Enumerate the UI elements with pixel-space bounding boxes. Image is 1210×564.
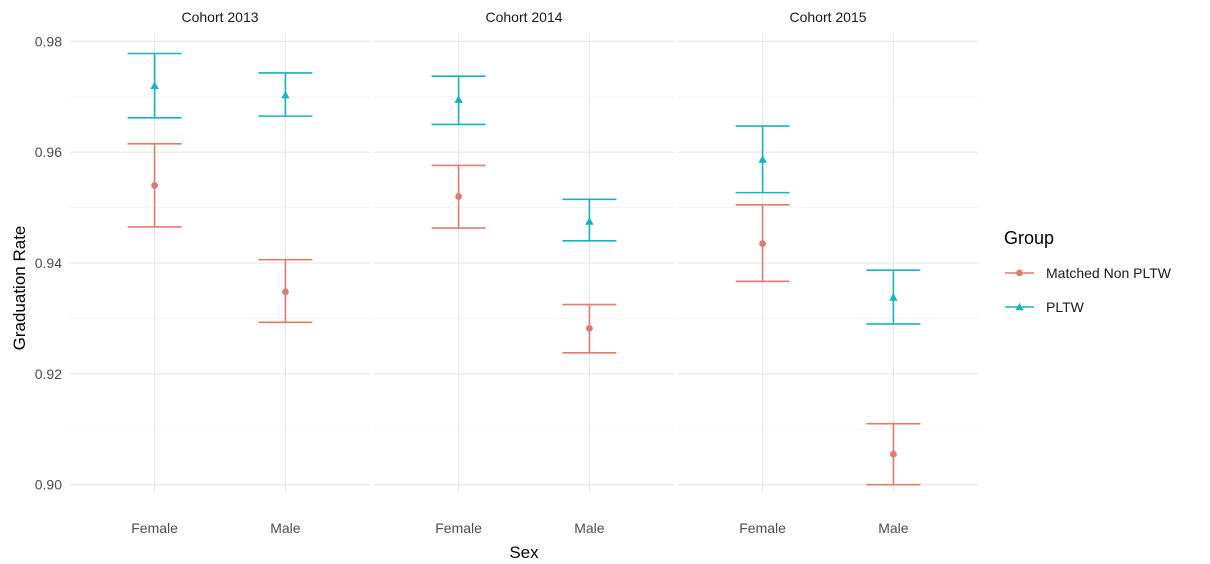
facet-title: Cohort 2013 — [181, 9, 258, 25]
facet-panel: Cohort 2013 Female Male — [70, 9, 370, 536]
series — [127, 52, 313, 119]
legend-key-triangle — [1015, 303, 1024, 311]
legend-key-circle — [1016, 269, 1023, 277]
facet-panel: Cohort 2014 Female Male — [374, 9, 674, 536]
legend-entry: PLTW — [1005, 299, 1085, 315]
data-point-circle — [455, 193, 462, 200]
y-tick-label: 0.90 — [35, 477, 62, 493]
x-tick-label: Male — [878, 520, 909, 536]
y-tick-label: 0.92 — [35, 366, 62, 382]
series — [431, 75, 617, 242]
data-point-triangle — [585, 217, 594, 225]
legend-title: Group — [1004, 228, 1054, 248]
x-tick-label: Female — [739, 520, 786, 536]
facet-title: Cohort 2015 — [789, 9, 866, 25]
data-point-circle — [282, 288, 289, 296]
data-point-triangle — [889, 293, 898, 301]
y-tick-label: 0.94 — [35, 255, 62, 271]
facet-panel: Cohort 2015 Female Male — [678, 9, 978, 536]
x-tick-label: Female — [435, 520, 482, 536]
legend-label: PLTW — [1046, 299, 1085, 315]
x-tick-label: Male — [270, 520, 301, 536]
data-point-circle — [586, 324, 593, 332]
legend: Group Matched Non PLTW PLTW — [1004, 228, 1172, 315]
legend-label: Matched Non PLTW — [1046, 265, 1172, 281]
series — [127, 143, 313, 324]
y-axis: 0.90 0.92 0.94 0.96 0.98 — [35, 33, 62, 492]
data-point-triangle — [758, 155, 767, 163]
y-tick-label: 0.96 — [35, 144, 62, 160]
legend-entry: Matched Non PLTW — [1005, 265, 1172, 281]
facet-panels: Cohort 2013 Female Male Cohort 2014 Female Ma… — [70, 9, 978, 536]
facet-title: Cohort 2014 — [485, 9, 562, 25]
data-point-triangle — [454, 95, 463, 103]
x-axis-title: Sex — [509, 543, 539, 562]
data-point-triangle — [150, 81, 159, 90]
data-point-circle — [890, 450, 897, 458]
x-tick-label: Male — [574, 520, 605, 536]
data-point-circle — [151, 182, 159, 189]
series — [735, 125, 921, 325]
x-tick-label: Female — [131, 520, 178, 536]
y-axis-title: Graduation Rate — [10, 226, 29, 351]
data-point-triangle — [281, 90, 290, 99]
y-tick-label: 0.98 — [35, 33, 62, 49]
data-point-circle — [759, 240, 766, 248]
series — [735, 204, 921, 486]
series — [431, 164, 617, 354]
